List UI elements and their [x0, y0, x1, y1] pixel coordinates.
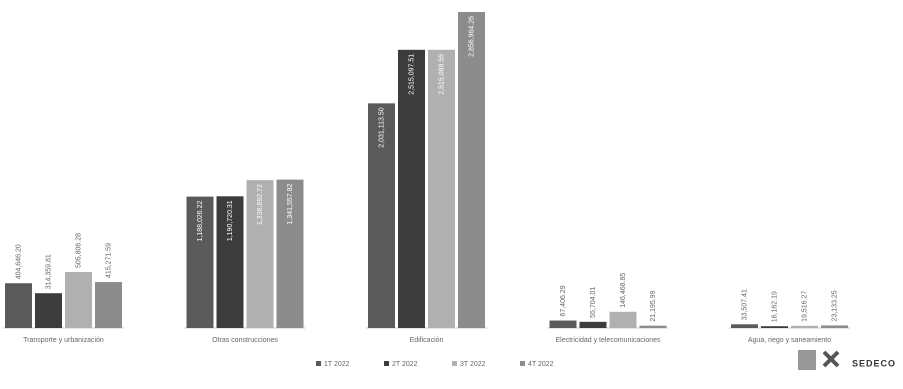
value-label: 16,162.19 — [771, 291, 778, 322]
value-label: 33,507.41 — [741, 289, 748, 320]
bar — [368, 103, 395, 328]
legend-swatch — [520, 361, 525, 366]
value-label: 23,133.25 — [831, 290, 838, 321]
bar — [639, 325, 667, 328]
value-label: 146,468.85 — [620, 273, 627, 308]
logo-mark — [822, 350, 840, 368]
x-tick-label: Transporte y urbanización — [23, 337, 104, 344]
bar — [821, 325, 848, 328]
value-label: 314,359.81 — [45, 254, 52, 289]
bar — [549, 320, 577, 328]
value-label: 21,195.99 — [650, 290, 657, 321]
bar — [5, 283, 32, 328]
bar — [398, 49, 425, 328]
legend-label: 2T 2022 — [392, 361, 418, 368]
value-label: 505,806.28 — [75, 233, 82, 268]
bar — [65, 272, 92, 328]
bar — [246, 180, 274, 328]
legend-swatch — [316, 361, 321, 366]
bar — [276, 179, 304, 328]
value-label: 1,336,692.72 — [257, 184, 264, 225]
bar — [95, 282, 122, 328]
value-label: 2,031,113.50 — [378, 107, 385, 147]
x-tick-label: Electricidad y telecomunicaciones — [555, 337, 661, 344]
value-label: 404,646.20 — [15, 244, 22, 279]
value-label: 19,516.27 — [801, 291, 808, 322]
bar — [761, 326, 788, 328]
legend-swatch — [452, 361, 457, 366]
logo — [798, 350, 840, 370]
bar — [609, 311, 637, 328]
value-label: 415,271.59 — [105, 243, 112, 278]
value-label: 55,704.01 — [590, 287, 597, 318]
bar — [731, 324, 758, 328]
value-label: 2,515,089.55 — [438, 54, 445, 95]
value-label: 2,515,097.51 — [408, 54, 415, 95]
bar — [35, 293, 62, 328]
bar — [216, 196, 244, 328]
legend-swatch — [384, 361, 389, 366]
legend-label: 1T 2022 — [324, 361, 350, 368]
value-label: 1,188,026.22 — [197, 200, 204, 241]
bar — [186, 196, 214, 328]
bar — [458, 12, 485, 328]
legend-label: 3T 2022 — [460, 361, 486, 368]
value-label: 1,341,557.82 — [287, 184, 294, 225]
x-tick-label: Edificación — [410, 337, 444, 344]
value-label: 67,406.29 — [560, 285, 567, 316]
x-tick-label: Agua, riego y saneamiento — [748, 337, 831, 344]
bar — [428, 49, 455, 328]
legend-label: 4T 2022 — [528, 361, 554, 368]
value-label: 2,856,964.26 — [468, 16, 475, 57]
logo-text: SEDECO — [852, 358, 896, 368]
value-label: 1,190,720.31 — [227, 200, 234, 241]
logo-shield — [798, 350, 816, 370]
bar — [579, 321, 607, 328]
bar — [791, 325, 818, 328]
x-tick-label: Otras construcciones — [212, 337, 278, 344]
